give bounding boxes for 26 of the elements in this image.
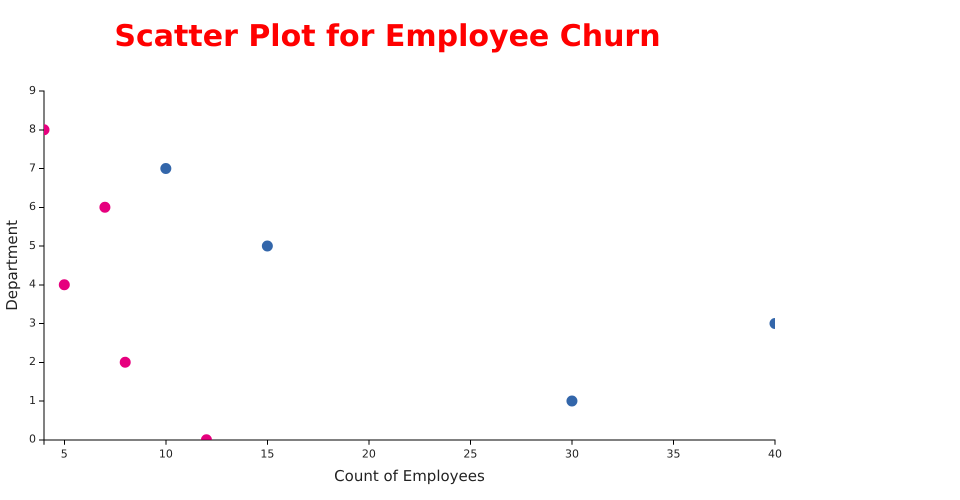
point	[58, 279, 70, 290]
point	[120, 356, 131, 368]
y-tick-label: 5	[29, 238, 36, 252]
y-tick-label: 3	[29, 316, 36, 330]
point	[160, 163, 172, 174]
y-tick-label: 1	[29, 394, 36, 407]
y-tick-label: 6	[29, 200, 36, 214]
x-tick-label: 40	[768, 447, 782, 460]
point	[262, 240, 273, 252]
x-axis-title: Count of Employees	[334, 466, 485, 485]
x-tick-label: 10	[158, 447, 173, 460]
x-tick-label: 5	[60, 447, 68, 460]
y-tick-label: 7	[29, 161, 36, 174]
x-tick-label: 25	[463, 447, 478, 460]
x-tick-label: 15	[260, 447, 274, 460]
chart-title: Scatter Plot for Employee Churn	[114, 18, 661, 54]
y-tick-label: 9	[29, 84, 36, 97]
y-tick-label: 0	[29, 432, 36, 446]
x-tick-label: 30	[564, 447, 579, 460]
y-tick-label: 8	[29, 122, 36, 136]
y-axis-title: Department	[2, 220, 21, 311]
x-tick-label: 35	[666, 447, 680, 460]
y-tick-label: 2	[29, 355, 36, 368]
x-tick-label: 20	[362, 447, 376, 460]
y-tick-label: 4	[29, 278, 36, 291]
point	[99, 202, 110, 213]
